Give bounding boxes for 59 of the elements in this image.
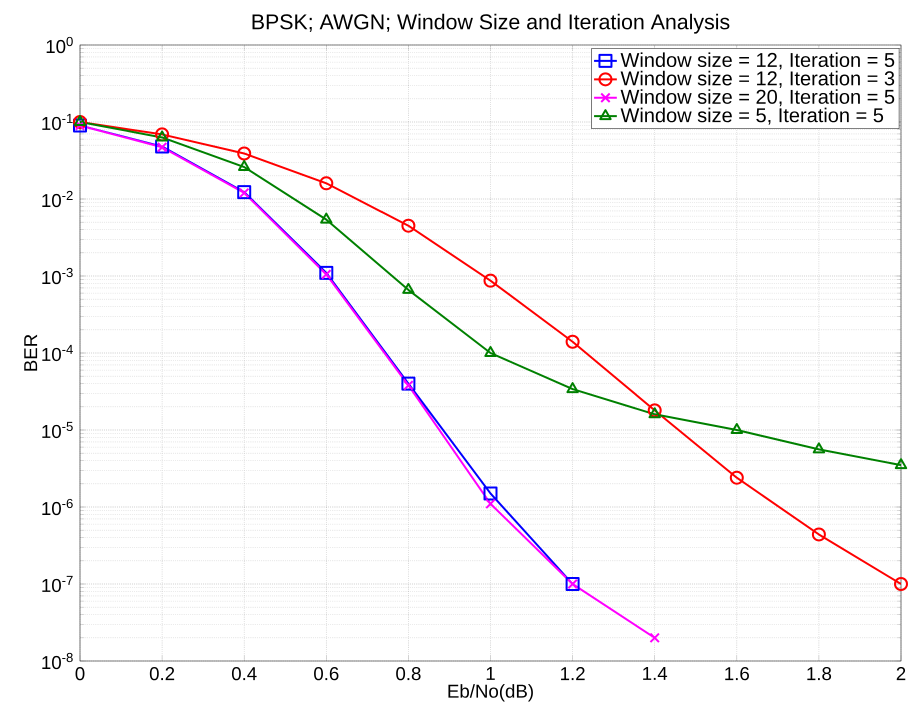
point xyxy=(484,274,498,288)
legend-label: Window size = 12, Iteration = 5 xyxy=(620,52,894,70)
x-tick-label: 0.8 xyxy=(396,667,421,680)
point xyxy=(156,142,168,152)
legend-label: Window size = 12, Iteration = 3 xyxy=(620,70,894,88)
y-tick-label: 10$^{0}$ xyxy=(46,36,73,54)
point xyxy=(649,632,660,644)
x-tick-label: 0.2 xyxy=(150,667,174,680)
point xyxy=(484,346,497,358)
point xyxy=(730,423,743,434)
point xyxy=(403,380,414,391)
point xyxy=(566,334,580,349)
x-tick-label: 1.2 xyxy=(561,667,585,680)
point xyxy=(812,527,826,542)
y-tick-label: 10$^{-7}$ xyxy=(42,576,73,592)
point xyxy=(321,269,332,280)
x-axis-title: Eb/No(dB) xyxy=(448,684,533,702)
point xyxy=(74,115,86,126)
x-tick-label: 2 xyxy=(896,667,906,680)
y-tick-label: 10$^{-3}$ xyxy=(42,268,73,284)
point xyxy=(648,407,661,418)
x-tick-label: 1.6 xyxy=(725,667,749,680)
point xyxy=(894,458,908,470)
x-tick-label: 0 xyxy=(76,667,84,680)
point xyxy=(156,130,168,142)
x-tick-label: 0.6 xyxy=(314,667,338,680)
point xyxy=(648,403,662,418)
y-tick-label: 10$^{-5}$ xyxy=(42,422,73,438)
point xyxy=(812,442,826,454)
point xyxy=(894,577,908,592)
y-tick-label: 10$^{-2}$ xyxy=(42,190,73,208)
point xyxy=(238,160,250,172)
point xyxy=(155,127,170,142)
y-axis-title: BER xyxy=(24,334,38,371)
point xyxy=(730,470,744,485)
x-tick-label: 1.4 xyxy=(643,667,668,680)
point xyxy=(238,188,250,198)
point xyxy=(237,185,252,200)
x-tick-label: 1 xyxy=(486,667,495,680)
point xyxy=(401,218,416,233)
point xyxy=(319,176,334,190)
point xyxy=(319,266,334,280)
point xyxy=(237,146,252,160)
chart-title: BPSK; AWGN; Window Size and Iteration Analysis xyxy=(252,14,730,34)
point xyxy=(484,486,498,500)
point xyxy=(566,382,579,394)
point xyxy=(320,212,332,224)
point xyxy=(402,282,415,294)
y-tick-label: 10$^{-1}$ xyxy=(42,114,73,130)
point xyxy=(485,498,496,510)
y-tick-label: 10$^{-6}$ xyxy=(42,498,73,516)
y-tick-label: 10$^{-8}$ xyxy=(42,652,73,670)
x-tick-label: 0.4 xyxy=(232,667,257,680)
legend-label: Window size = 20, Iteration = 5 xyxy=(620,89,894,106)
point xyxy=(401,376,416,391)
y-tick-label: 10$^{-4}$ xyxy=(42,344,73,362)
x-tick-label: 1.8 xyxy=(807,667,832,680)
legend-label: Window size = 5, Iteration = 5 xyxy=(620,108,884,125)
point xyxy=(73,115,87,130)
